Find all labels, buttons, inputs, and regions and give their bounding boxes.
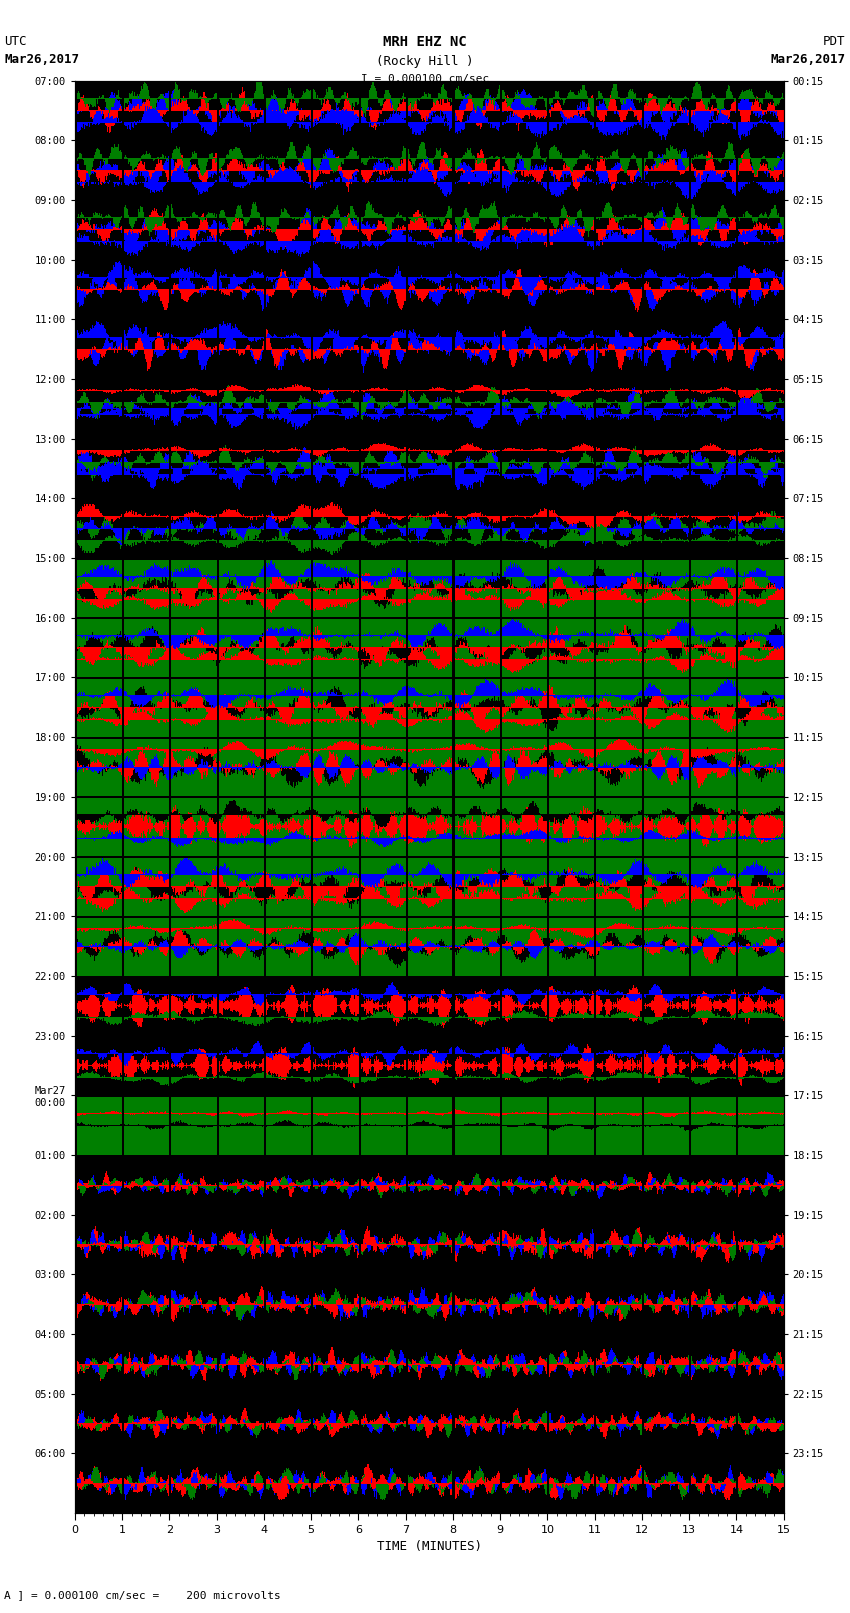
X-axis label: TIME (MINUTES): TIME (MINUTES)	[377, 1540, 482, 1553]
Text: UTC: UTC	[4, 35, 26, 48]
Text: I = 0.000100 cm/sec: I = 0.000100 cm/sec	[361, 74, 489, 84]
Text: Mar26,2017: Mar26,2017	[4, 53, 79, 66]
Text: PDT: PDT	[824, 35, 846, 48]
Text: (Rocky Hill ): (Rocky Hill )	[377, 55, 473, 68]
Text: A ] = 0.000100 cm/sec =    200 microvolts: A ] = 0.000100 cm/sec = 200 microvolts	[4, 1590, 281, 1600]
Text: Mar26,2017: Mar26,2017	[771, 53, 846, 66]
Text: MRH EHZ NC: MRH EHZ NC	[383, 35, 467, 50]
